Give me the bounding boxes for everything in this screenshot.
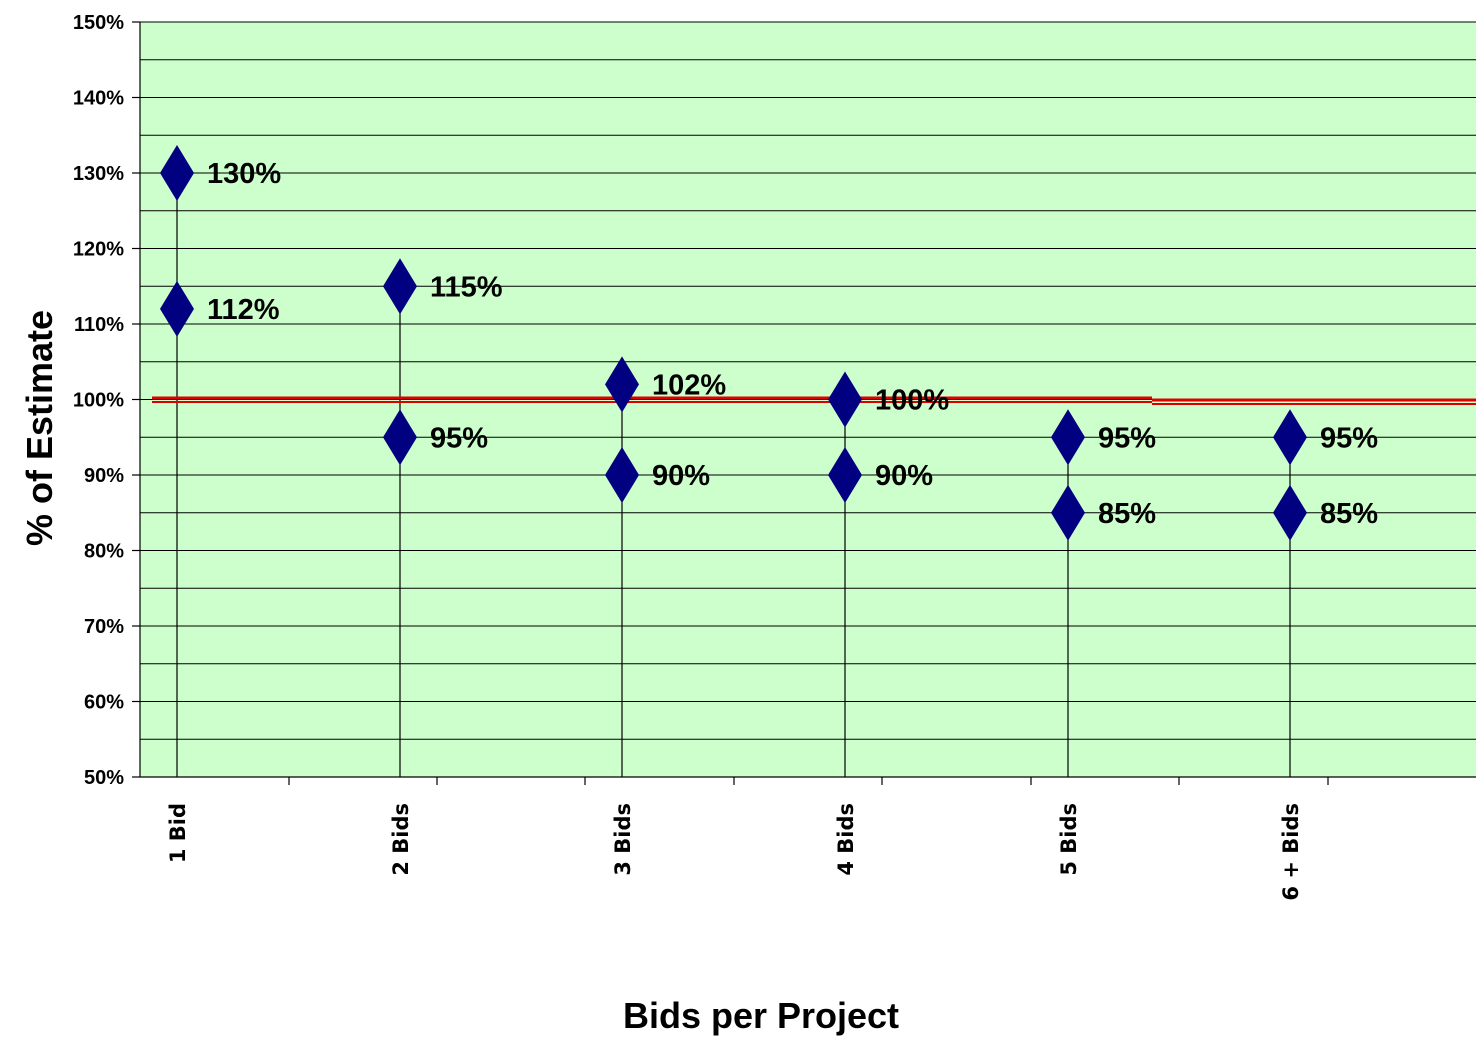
y-tick-label: 90% xyxy=(84,465,124,487)
y-tick-label: 150% xyxy=(73,12,124,34)
low-value-label: 85% xyxy=(1320,498,1378,530)
category-label: 5 Bids xyxy=(1057,803,1081,876)
low-value-label: 85% xyxy=(1098,498,1156,530)
labels: 130% 112% 115% 95% 102% 90% 100% 90% 95% 85% 95% 85… xyxy=(207,158,1378,530)
high-marker xyxy=(383,258,417,315)
x-axis-title: Bids per Project xyxy=(623,995,899,1036)
low-marker xyxy=(160,280,194,337)
high-marker xyxy=(1273,409,1307,466)
reference-line-group xyxy=(152,396,1476,405)
y-tick-label: 140% xyxy=(73,88,124,110)
category-label: 2 Bids xyxy=(389,803,413,876)
low-marker xyxy=(828,447,862,503)
y-tick-label: 100% xyxy=(73,390,124,412)
y-tick-label: 70% xyxy=(84,616,124,638)
y-tick-label: 60% xyxy=(84,692,124,714)
high-value-label: 95% xyxy=(1320,422,1378,454)
low-marker xyxy=(605,447,639,503)
high-value-label: 95% xyxy=(1098,422,1156,454)
high-value-label: 102% xyxy=(652,369,726,401)
high-marker xyxy=(828,371,862,428)
high-marker xyxy=(160,145,194,201)
category-label: 1 Bid xyxy=(166,803,190,863)
low-marker xyxy=(1273,484,1307,541)
y-tick-label: 110% xyxy=(74,314,124,336)
category-label: 4 Bids xyxy=(834,803,858,876)
y-tick-label: 80% xyxy=(84,541,124,563)
category-label: 3 Bids xyxy=(611,803,635,876)
low-marker xyxy=(1051,484,1085,541)
low-marker xyxy=(383,409,417,466)
low-value-label: 112% xyxy=(207,294,280,326)
low-value-label: 95% xyxy=(430,422,488,454)
y-axis-title: % of Estimate xyxy=(19,310,60,546)
y-tick-label: 120% xyxy=(73,239,124,261)
markers xyxy=(160,145,1307,541)
high-marker xyxy=(1051,409,1085,466)
high-value-label: 115% xyxy=(430,271,503,303)
high-value-label: 130% xyxy=(207,158,281,190)
high-value-label: 100% xyxy=(875,385,949,417)
category-label: 6 + Bids xyxy=(1279,803,1303,901)
high-marker xyxy=(605,356,639,413)
low-value-label: 90% xyxy=(652,460,710,492)
low-value-label: 90% xyxy=(875,460,933,492)
axes: 50% 60% 70% 80% 90% 100% 110% 120% 130% 140% 150% 1… xyxy=(73,12,1476,901)
y-tick-label: 50% xyxy=(84,767,124,789)
y-tick-label: 130% xyxy=(73,163,124,185)
